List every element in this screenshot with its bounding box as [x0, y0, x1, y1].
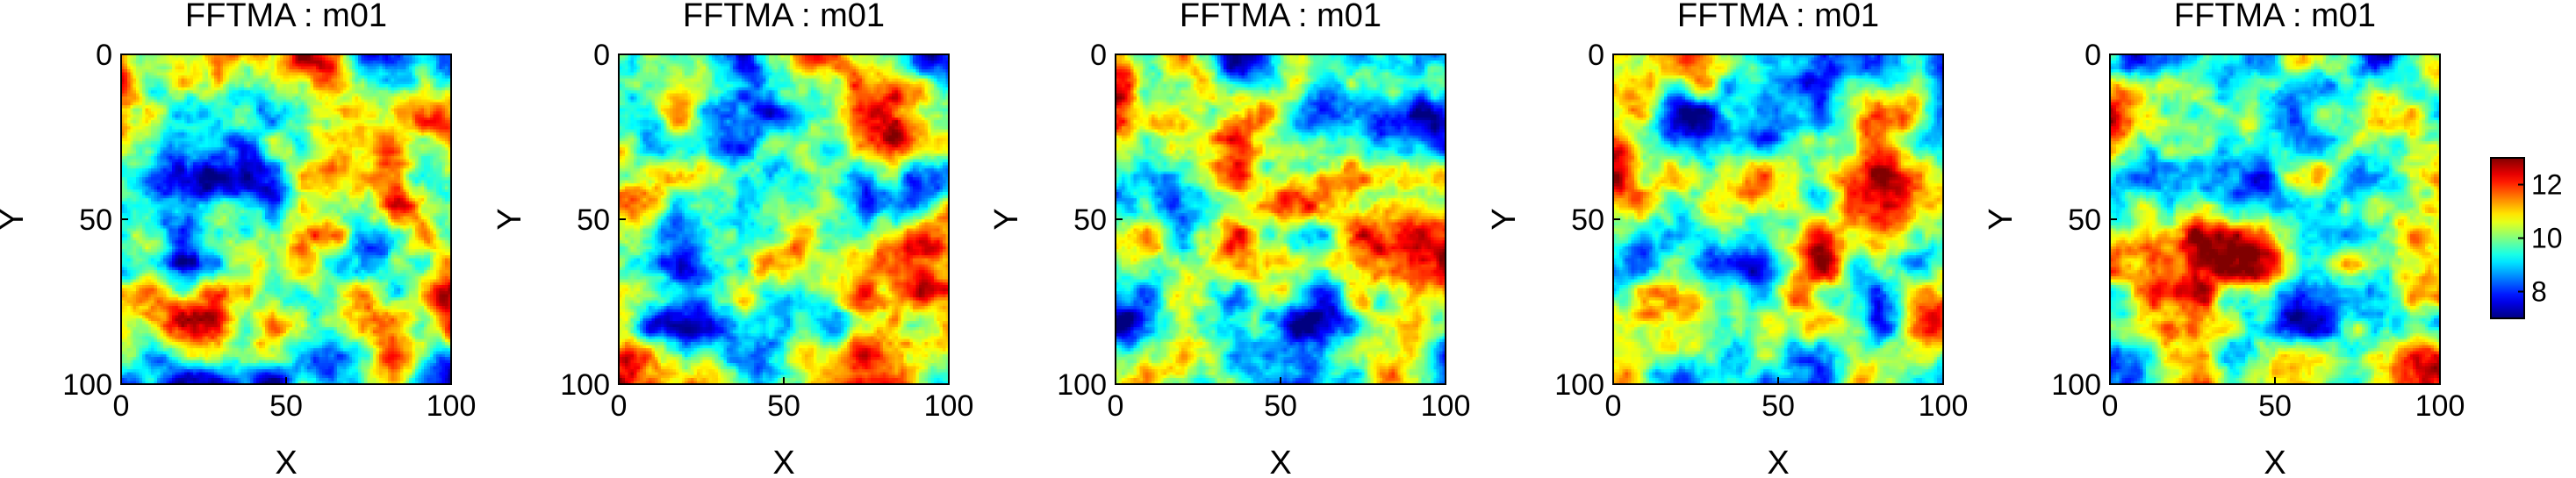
y-axis-label: Y	[1486, 208, 1523, 230]
x-axis-label: X	[1269, 445, 1291, 478]
panel-title: FFTMA : m01	[1677, 0, 1879, 34]
y-tick-label: 50	[1073, 203, 1107, 237]
x-axis-label: X	[1767, 445, 1789, 478]
panel-title: FFTMA : m01	[185, 0, 387, 34]
y-tick-label: 50	[577, 203, 610, 237]
y-tick-label: 0	[2084, 39, 2101, 72]
y-axis-label: Y	[988, 208, 1025, 230]
y-tick-label: 100	[1554, 368, 1604, 402]
x-tick-label: 100	[1919, 389, 1969, 423]
x-tick-label: 50	[269, 389, 303, 423]
panel-title: FFTMA : m01	[2174, 0, 2376, 34]
heatmap-field	[1116, 54, 1446, 384]
y-tick-label: 0	[1090, 39, 1107, 72]
x-tick-label: 100	[924, 389, 974, 423]
x-tick-label: 100	[2415, 389, 2465, 423]
x-tick-label: 100	[1421, 389, 1471, 423]
x-axis-label: X	[772, 445, 794, 478]
y-axis-label: Y	[1983, 208, 2020, 230]
y-tick-label: 0	[593, 39, 610, 72]
x-tick-label: 50	[767, 389, 800, 423]
colorbar-tick-label: 12	[2531, 169, 2563, 201]
y-tick-label: 0	[1588, 39, 1604, 72]
x-tick-label: 0	[1605, 389, 1622, 423]
colorbar: 8 10 12	[2490, 157, 2563, 319]
heatmap-field	[1613, 54, 1943, 384]
x-tick-label: 50	[1264, 389, 1297, 423]
y-tick-label: 100	[1057, 368, 1107, 402]
y-axis-label: Y	[492, 208, 528, 230]
x-axis-label: X	[275, 445, 297, 478]
heatmap-field	[2110, 54, 2440, 384]
panel-title: FFTMA : m01	[1180, 0, 1381, 34]
y-tick-label: 50	[79, 203, 112, 237]
x-tick-label: 100	[427, 389, 477, 423]
y-tick-label: 100	[62, 368, 112, 402]
y-tick-label: 50	[1571, 203, 1604, 237]
x-axis-label: X	[2264, 445, 2285, 478]
x-tick-label: 0	[113, 389, 130, 423]
colorbar-tick-label: 10	[2531, 223, 2563, 254]
y-axis-label: Y	[0, 208, 31, 230]
y-tick-label: 100	[560, 368, 610, 402]
panel-title: FFTMA : m01	[683, 0, 885, 34]
heatmap-field	[619, 54, 949, 384]
x-tick-label: 0	[611, 389, 628, 423]
x-tick-label: 0	[2102, 389, 2119, 423]
x-tick-label: 50	[2258, 389, 2292, 423]
heatmap-field	[121, 54, 451, 384]
y-tick-label: 100	[2051, 368, 2101, 402]
x-tick-label: 50	[1762, 389, 1795, 423]
y-tick-label: 0	[96, 39, 112, 72]
y-tick-label: 50	[2068, 203, 2101, 237]
colorbar-tick-label: 8	[2531, 276, 2547, 308]
x-tick-label: 0	[1108, 389, 1124, 423]
